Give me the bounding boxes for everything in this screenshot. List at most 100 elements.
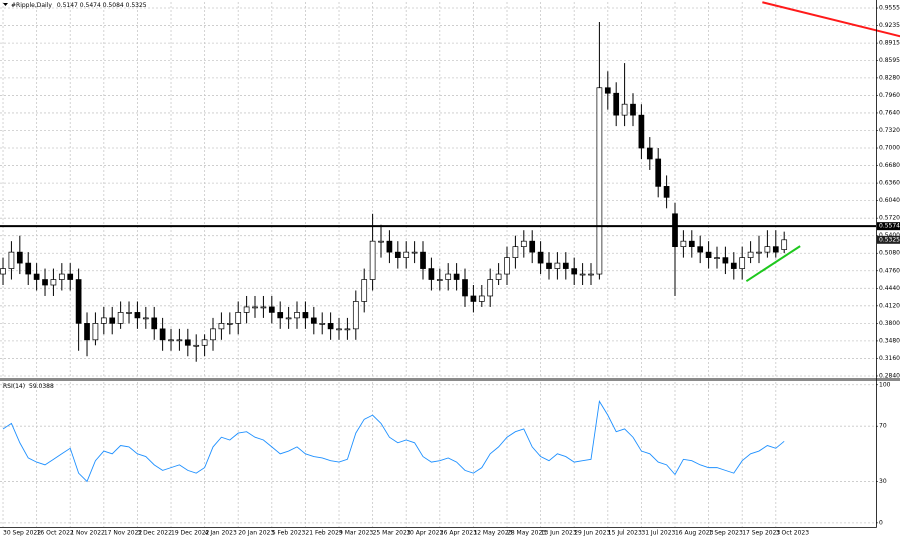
candle-body	[554, 262, 561, 269]
candle-body	[562, 262, 569, 269]
candle-body	[495, 273, 502, 280]
candle-body	[50, 279, 57, 286]
candle-body	[394, 251, 401, 258]
x-tick-label: 19 Dec 2022	[171, 530, 210, 537]
candle-body	[201, 339, 208, 346]
x-tick-label: 29 Jun 2023	[574, 530, 610, 537]
menu-icon[interactable]	[3, 3, 8, 6]
candle-body	[739, 257, 746, 269]
candle-body	[655, 158, 662, 187]
x-tick-label: 26 Apr 2023	[440, 530, 477, 537]
candle-body	[33, 273, 40, 280]
candle-body	[176, 339, 183, 342]
candle-body	[126, 312, 132, 314]
candle-body	[319, 323, 326, 325]
candle-body	[294, 312, 300, 319]
rsi-header: RSI(14) 59.0388	[3, 383, 54, 390]
candle-body	[730, 262, 737, 269]
x-tick-label: 30 Sep 2022	[3, 530, 41, 537]
candle-body	[260, 306, 267, 309]
candle-body	[344, 328, 351, 331]
candle-body	[705, 251, 712, 258]
candle-body	[134, 312, 141, 319]
candle-body	[571, 268, 578, 275]
x-tick-label: 17 Nov 2022	[104, 530, 143, 537]
candle-body	[159, 328, 166, 341]
x-tick-label: 17 Sep 2023	[742, 530, 780, 537]
y-tick-label: 0.3160	[879, 355, 900, 362]
candle-body	[352, 301, 359, 330]
candle-body	[747, 251, 754, 258]
candle-body	[764, 246, 771, 253]
candle-body	[210, 328, 216, 341]
candle-body	[588, 273, 594, 276]
candle-body	[75, 279, 82, 324]
candle-body	[252, 306, 258, 309]
x-tick-label: 16 Aug 2023	[675, 530, 714, 537]
candle-body	[310, 317, 317, 324]
y-tick-label: 0.4120	[879, 302, 900, 309]
x-tick-label: 12 May 2023	[473, 530, 512, 537]
candle-body	[67, 273, 74, 280]
candle-body	[520, 240, 527, 248]
candle-body	[487, 279, 494, 297]
y-tick-label: 0.7320	[879, 127, 900, 134]
price-label-box	[877, 235, 900, 244]
candle-body	[109, 317, 116, 324]
x-tick-label: 1 Sep 2023	[709, 530, 743, 537]
x-tick-label: 3 Dec 2022	[137, 530, 172, 537]
candle-body	[646, 147, 653, 160]
candle-body	[680, 240, 687, 248]
y-tick-label: 0.8280	[879, 74, 900, 81]
x-tick-label: 21 Feb 2023	[305, 530, 343, 537]
candle-body	[151, 317, 158, 330]
candle-body	[663, 186, 670, 198]
y-tick-label: 100	[879, 381, 891, 388]
candle-body	[638, 114, 645, 149]
candle-body	[8, 251, 15, 269]
candle-body	[100, 317, 107, 324]
candle-body	[445, 273, 452, 280]
mark-layer	[0, 1, 900, 483]
x-tick-label: 9 Mar 2023	[339, 530, 373, 537]
candle-body	[243, 306, 250, 313]
candle-body	[428, 268, 435, 280]
y-tick-label: 0.8595	[879, 57, 900, 64]
candle-body	[462, 279, 468, 297]
candle-body	[361, 279, 368, 302]
candle-body	[235, 312, 242, 324]
y-tick-label: 0.3800	[879, 320, 900, 327]
y-tick-label: 0.7000	[879, 145, 900, 152]
candle-body	[168, 339, 174, 342]
candle-body	[714, 257, 720, 259]
candle-body	[92, 323, 99, 341]
trendline	[745, 245, 801, 283]
x-tick-label: 20 Jan 2023	[238, 530, 274, 537]
y-tick-label: 30	[879, 478, 887, 485]
candle-body	[529, 240, 536, 253]
candle-body	[470, 295, 477, 302]
candle-body	[193, 344, 200, 347]
candle-body	[277, 312, 284, 319]
candle-body	[42, 279, 48, 286]
candle-body	[722, 257, 729, 264]
x-tick-label: 16 Oct 2022	[37, 530, 74, 537]
price-label: 0.5325	[879, 236, 900, 243]
x-tick-label: 28 May 2023	[507, 530, 546, 537]
y-tick-label: 0.3480	[879, 337, 900, 344]
candle-body	[327, 323, 334, 330]
ohlc-high: 0.5474	[80, 2, 101, 9]
y-tick-label: 0.9235	[879, 22, 900, 29]
y-tick-label: 0.2840	[879, 372, 900, 379]
candle-body	[142, 317, 149, 320]
ohlc-low: 0.5084	[103, 2, 124, 9]
y-tick-label: 0.5720	[879, 215, 900, 222]
x-tick-label: 15 Jul 2023	[608, 530, 642, 537]
candle-body	[285, 317, 292, 320]
y-tick-label: 70	[879, 423, 887, 430]
candle-body	[436, 279, 443, 281]
candle-body	[420, 251, 426, 269]
